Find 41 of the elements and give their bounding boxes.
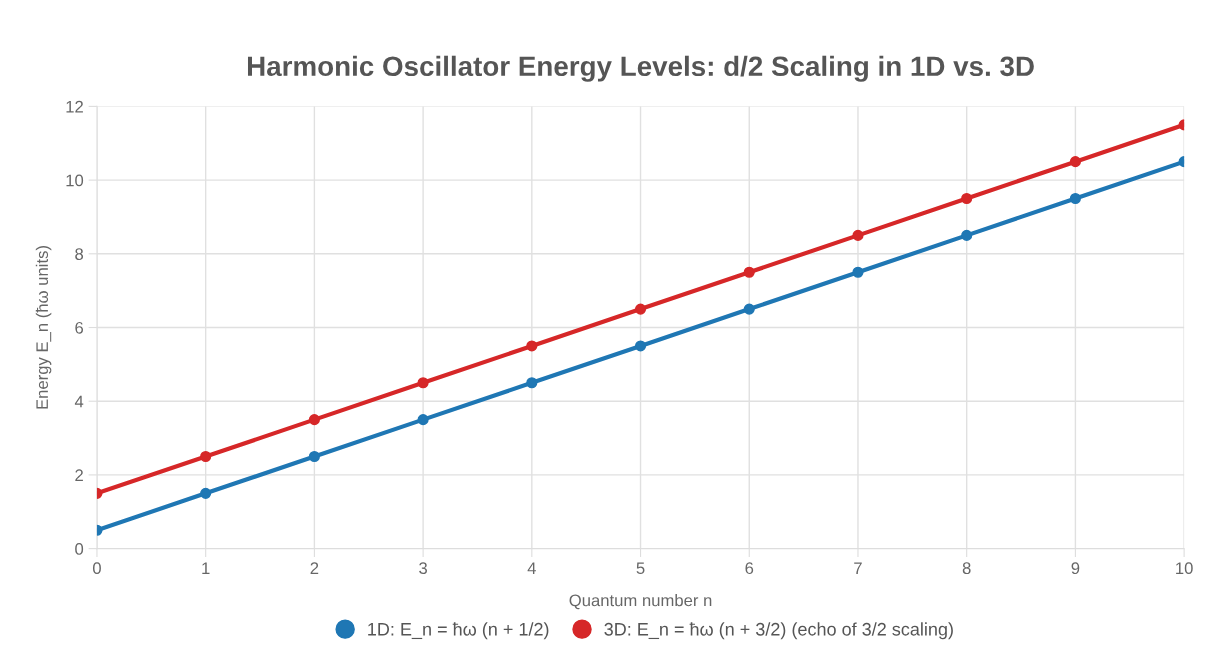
y-tick-label: 6	[75, 321, 84, 334]
x-tick-label: 7	[854, 562, 862, 574]
x-tick-label: 8	[962, 562, 971, 575]
point	[1069, 156, 1081, 168]
y-tick-label: 8	[75, 248, 84, 261]
point	[852, 266, 864, 278]
point	[634, 340, 647, 352]
point	[200, 487, 212, 499]
x-tick-label: 1	[202, 562, 210, 574]
point	[308, 414, 320, 426]
y-tick-label: 2	[75, 469, 83, 481]
point	[200, 450, 212, 463]
point	[852, 229, 864, 241]
x-tick-label: 3	[419, 562, 428, 575]
point	[526, 377, 538, 389]
legend-label: 3D: E_n = ħω (n + 3/2) (echo of 3/2 scaling)	[604, 622, 953, 640]
point	[308, 450, 320, 463]
point	[961, 229, 973, 241]
point	[743, 303, 755, 315]
x-tick-label: 2	[310, 562, 319, 574]
x-tick-label: 10	[1176, 562, 1193, 575]
point	[417, 414, 429, 426]
y-tick-label: 0	[75, 543, 84, 555]
x-axis-title: Quantum number n	[569, 594, 712, 610]
x-tick-label: 9	[1071, 562, 1080, 575]
x-tick-label: 0	[92, 562, 101, 575]
y-tick-label: 12	[66, 100, 83, 113]
x-tick-label: 5	[636, 562, 645, 575]
point	[961, 192, 973, 205]
x-tick-label: 4	[527, 562, 536, 574]
y-tick-label: 10	[66, 174, 84, 187]
chart-title: Harmonic Oscillator Energy Levels: d/2 Scaling in 1D vs. 3D	[247, 55, 1034, 82]
point	[743, 266, 755, 278]
y-axis-title: Energy E_n (ħω units)	[35, 246, 52, 409]
legend-label: 1D: E_n = ħω (n + 1/2)	[368, 622, 549, 640]
point	[417, 377, 429, 389]
y-tick-label: 4	[74, 395, 84, 408]
point	[526, 340, 538, 352]
point	[634, 303, 647, 315]
point	[1069, 192, 1081, 205]
x-tick-label: 6	[745, 562, 754, 575]
